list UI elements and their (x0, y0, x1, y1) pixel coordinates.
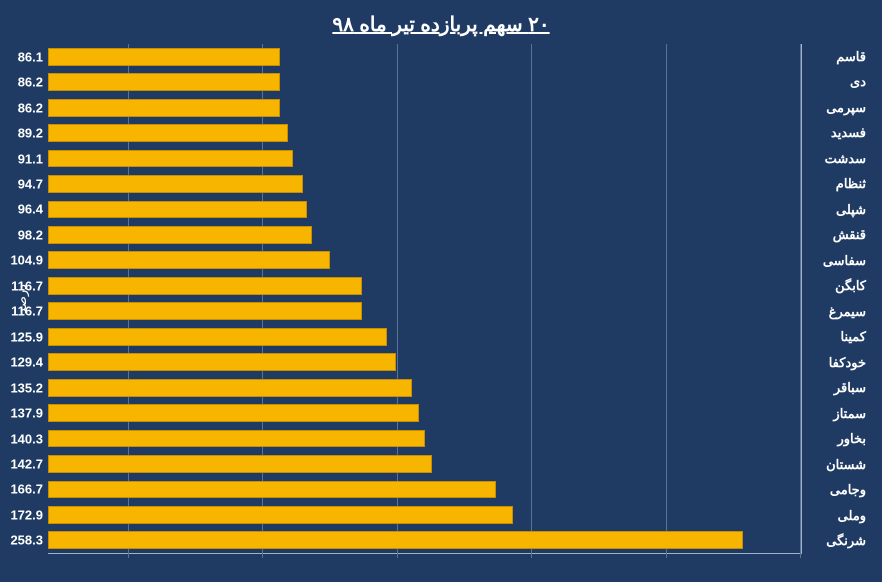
bar-value-label: 125.9 (10, 329, 43, 344)
bar-row: 98.2 (48, 222, 801, 247)
category-label: شرنگی (802, 529, 872, 555)
bar-value-label: 98.2 (18, 227, 43, 242)
bar-value-label: 137.9 (10, 406, 43, 421)
bar: 96.4 (48, 201, 307, 219)
category-label: خودکفا (802, 350, 872, 376)
category-label: ثنظام (802, 172, 872, 198)
bar: 142.7 (48, 455, 432, 473)
bar-row: 116.7 (48, 299, 801, 324)
bar-row: 137.9 (48, 400, 801, 425)
bar-row: 125.9 (48, 324, 801, 349)
category-labels: قاسمدیسپرمیفسدیدسدشتثنظامشپلیقنقشسفاسیکا… (802, 44, 872, 554)
bar-row: 140.3 (48, 426, 801, 451)
bar: 104.9 (48, 251, 330, 269)
bar-row: 258.3 (48, 528, 801, 553)
category-label: شستان (802, 452, 872, 478)
bar: 172.9 (48, 506, 513, 524)
bar: 137.9 (48, 404, 419, 422)
bar: 98.2 (48, 226, 312, 244)
bar-value-label: 86.2 (18, 75, 43, 90)
category-label: سمتاز (802, 401, 872, 427)
bar: 166.7 (48, 481, 496, 499)
bar-row: 166.7 (48, 477, 801, 502)
category-label: فسدید (802, 121, 872, 147)
category-label: سباقر (802, 376, 872, 402)
bar: 89.2 (48, 124, 288, 142)
category-label: سیمرغ (802, 299, 872, 325)
category-label: سدشت (802, 146, 872, 172)
category-label: شپلی (802, 197, 872, 223)
category-label: سپرمی (802, 95, 872, 121)
bar-value-label: 89.2 (18, 126, 43, 141)
chart-container: ۲۰ سهم پربازده تیر ماه ۹۸ درصد 86.186.28… (0, 0, 882, 582)
category-label: وملی (802, 503, 872, 529)
bar-row: 135.2 (48, 375, 801, 400)
bar-row: 96.4 (48, 197, 801, 222)
bar-row: 89.2 (48, 120, 801, 145)
plot-area: 86.1 86.2 86.2 89.2 91.1 94.7 96.4 98.2 104.9 116… (48, 44, 802, 554)
bar-value-label: 140.3 (10, 431, 43, 446)
bar-value-label: 116.7 (11, 278, 43, 293)
bar: 116.7 (48, 277, 362, 295)
category-label: سفاسی (802, 248, 872, 274)
bar-row: 116.7 (48, 273, 801, 298)
bar-value-label: 142.7 (10, 456, 43, 471)
bar-value-label: 94.7 (18, 176, 43, 191)
bar-value-label: 91.1 (18, 151, 43, 166)
bars: 86.1 86.2 86.2 89.2 91.1 94.7 96.4 98.2 104.9 116… (48, 44, 801, 553)
bar-row: 142.7 (48, 451, 801, 476)
bar: 129.4 (48, 353, 396, 371)
bar: 125.9 (48, 328, 387, 346)
bar-row: 86.2 (48, 69, 801, 94)
bar-value-label: 96.4 (18, 202, 43, 217)
bar-row: 172.9 (48, 502, 801, 527)
category-label: وجامی (802, 478, 872, 504)
bar: 140.3 (48, 430, 425, 448)
category-label: بخاور (802, 427, 872, 453)
bar-value-label: 104.9 (10, 253, 43, 268)
bar-value-label: 86.2 (18, 100, 43, 115)
category-label: کابگن (802, 274, 872, 300)
bar: 86.2 (48, 73, 280, 91)
bar-value-label: 129.4 (10, 355, 43, 370)
bar: 258.3 (48, 531, 743, 549)
bar-value-label: 116.7 (11, 304, 43, 319)
bar: 86.1 (48, 48, 280, 66)
bar-row: 94.7 (48, 171, 801, 196)
bar: 116.7 (48, 302, 362, 320)
bar-row: 104.9 (48, 248, 801, 273)
bar: 91.1 (48, 150, 293, 168)
bar-value-label: 166.7 (10, 482, 43, 497)
category-label: دی (802, 70, 872, 96)
chart-title: ۲۰ سهم پربازده تیر ماه ۹۸ (8, 12, 874, 37)
bar-row: 86.2 (48, 95, 801, 120)
bar-row: 86.1 (48, 44, 801, 69)
bar: 94.7 (48, 175, 303, 193)
bar-value-label: 258.3 (10, 533, 43, 548)
bar-row: 91.1 (48, 146, 801, 171)
category-label: کمینا (802, 325, 872, 351)
category-label: قاسم (802, 44, 872, 70)
bar-row: 129.4 (48, 349, 801, 374)
category-label: قنقش (802, 223, 872, 249)
bar: 135.2 (48, 379, 412, 397)
bars-region: 86.1 86.2 86.2 89.2 91.1 94.7 96.4 98.2 104.9 116… (48, 44, 802, 554)
bar-value-label: 135.2 (10, 380, 43, 395)
bar-value-label: 86.1 (18, 49, 43, 64)
bar-value-label: 172.9 (10, 507, 43, 522)
bar: 86.2 (48, 99, 280, 117)
